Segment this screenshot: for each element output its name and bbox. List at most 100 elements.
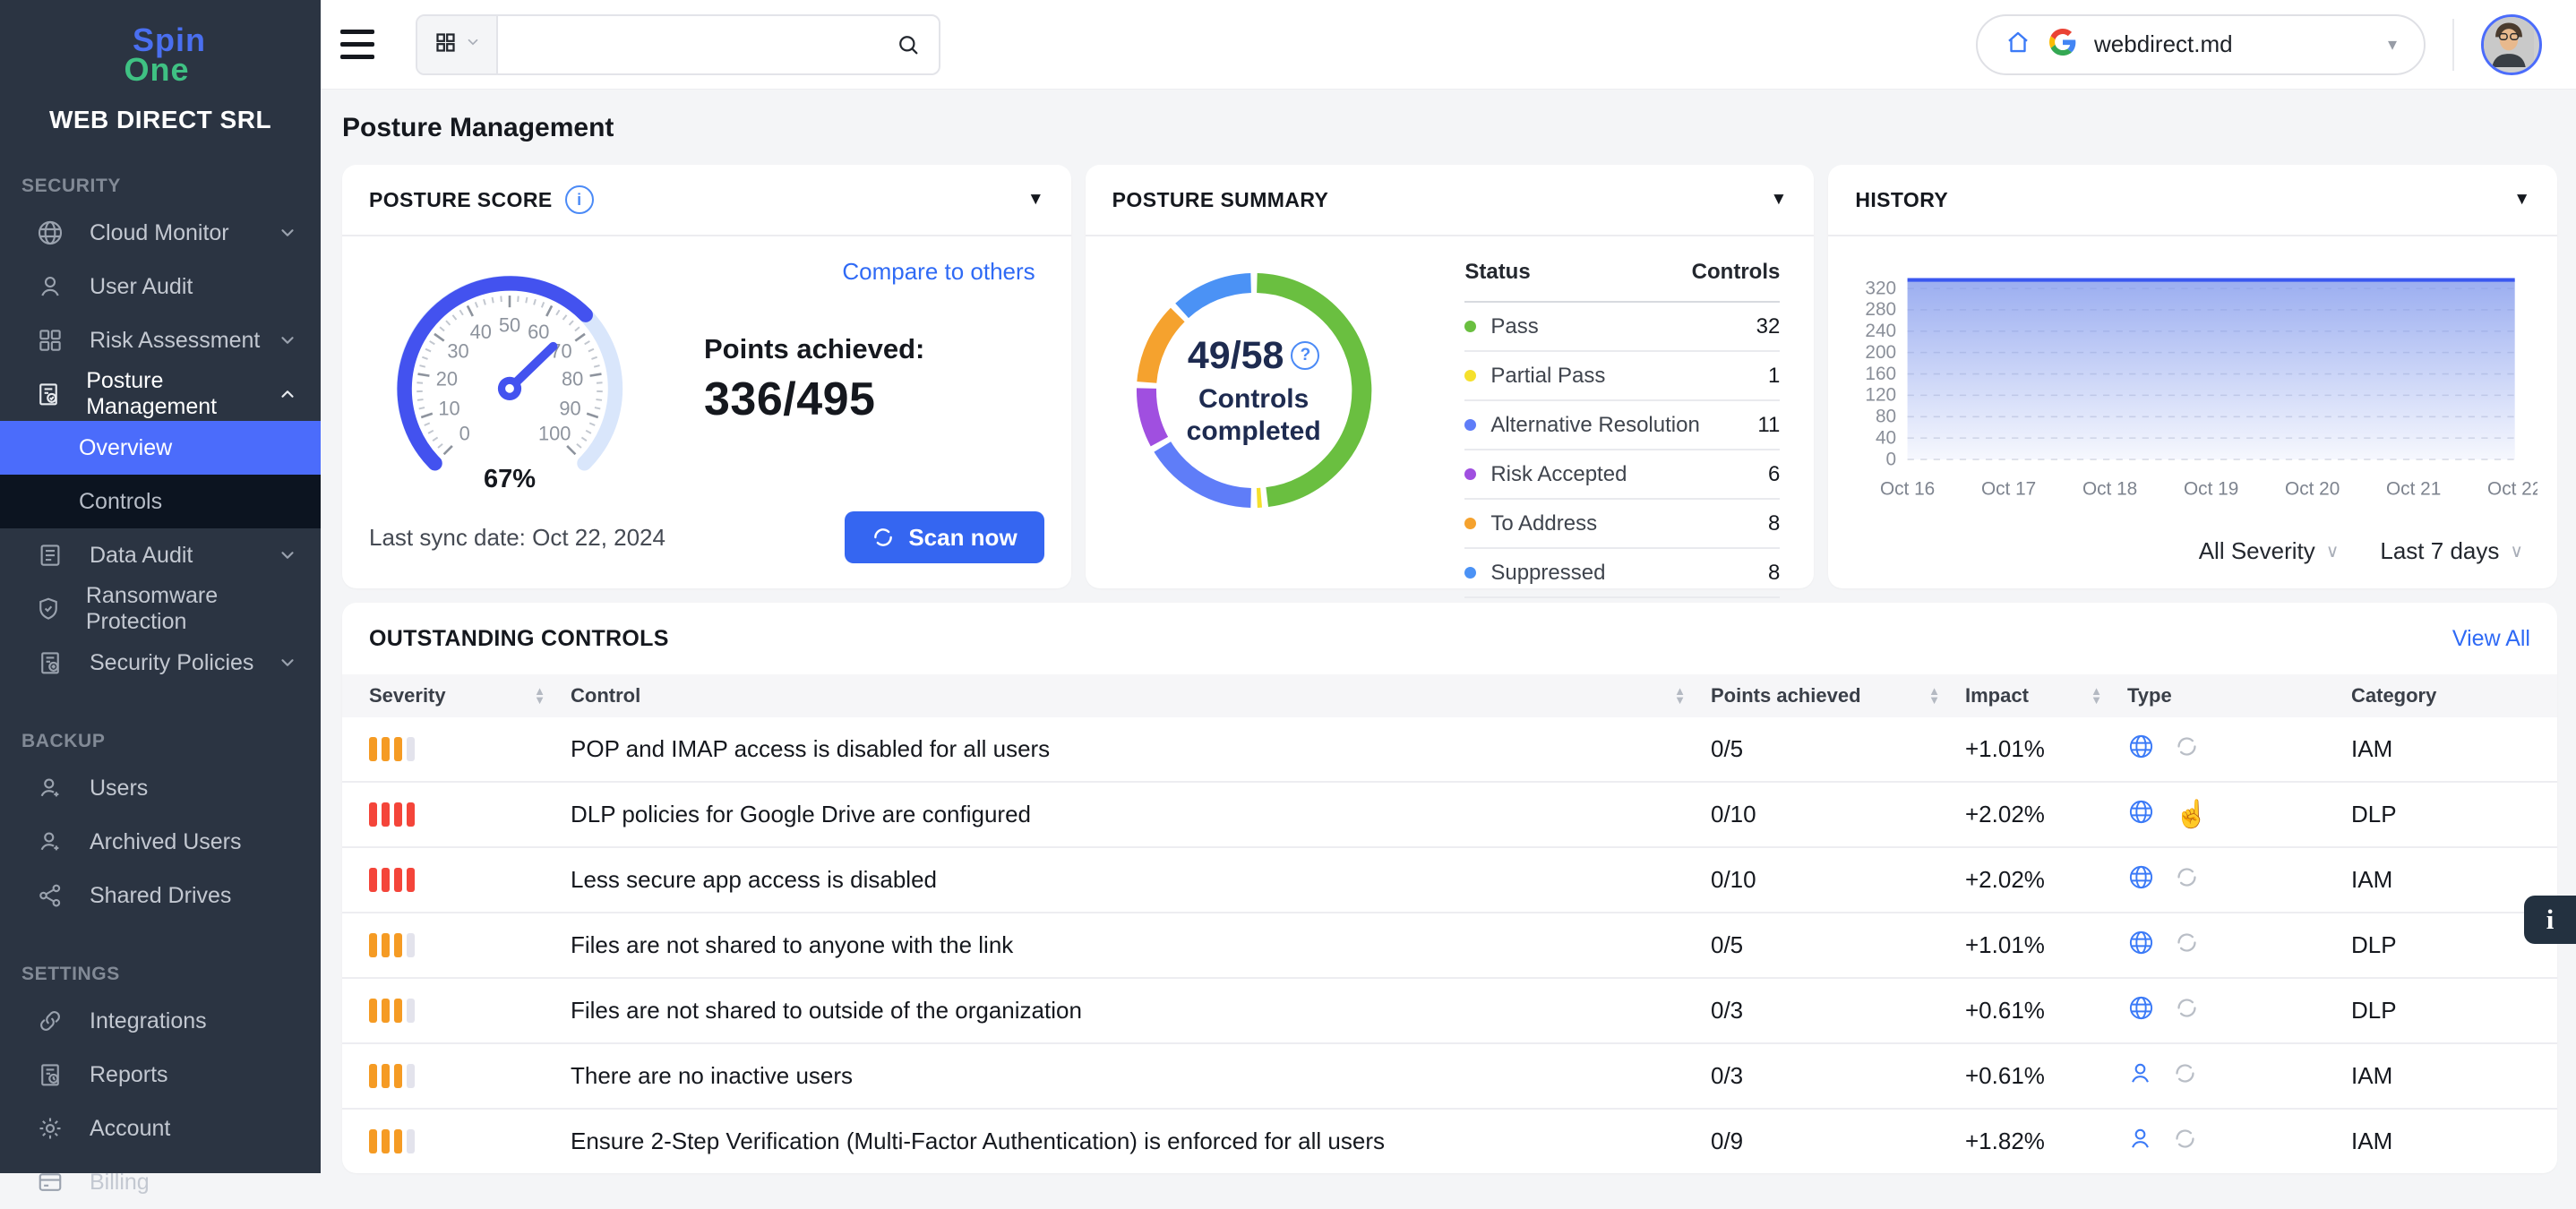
sidebar-item-billing[interactable]: Billing xyxy=(0,1155,321,1209)
table-row[interactable]: POP and IMAP access is disabled for all … xyxy=(342,717,2557,783)
date-range-dropdown[interactable]: Last 7 days∨ xyxy=(2380,537,2523,565)
info-fab-button[interactable]: i xyxy=(2524,896,2576,944)
column-header-control[interactable]: Control▲▼ xyxy=(571,684,1711,707)
severity-bar xyxy=(369,868,377,892)
domain-name: webdirect.md xyxy=(2094,30,2233,58)
domain-selector[interactable]: webdirect.md ▾ xyxy=(1976,14,2426,75)
avatar[interactable] xyxy=(2481,14,2542,75)
status-count: 8 xyxy=(1768,511,1780,536)
svg-text:Oct 21: Oct 21 xyxy=(2386,479,2441,500)
collapse-caret-icon[interactable]: ▼ xyxy=(1771,190,1788,210)
severity-filter-dropdown[interactable]: All Severity∨ xyxy=(2199,537,2340,565)
svg-text:0: 0 xyxy=(1886,449,1897,469)
sidebar-item-reports[interactable]: Reports xyxy=(0,1048,321,1102)
collapse-caret-icon[interactable]: ▼ xyxy=(1027,190,1044,210)
type-cell xyxy=(2127,994,2351,1028)
sidebar-item-overview[interactable]: Overview xyxy=(0,421,321,475)
sync-row: Last sync date: Oct 22, 2024 Scan now xyxy=(369,511,1044,563)
globe-icon xyxy=(2127,994,2155,1028)
table-row[interactable]: Ensure 2-Step Verification (Multi-Factor… xyxy=(342,1110,2557,1173)
chevron-up-icon xyxy=(278,384,297,404)
sort-icon[interactable]: ▲▼ xyxy=(1674,687,1686,705)
sidebar-item-users[interactable]: Users xyxy=(0,761,321,815)
sort-icon[interactable]: ▲▼ xyxy=(2091,687,2102,705)
points-achieved-label: Points achieved: xyxy=(704,333,924,365)
severity-bar xyxy=(407,802,415,827)
sidebar-item-integrations[interactable]: Integrations xyxy=(0,994,321,1048)
sidebar-item-label: Cloud Monitor xyxy=(90,220,229,246)
search-scope-dropdown[interactable] xyxy=(417,16,498,73)
status-label: Risk Accepted xyxy=(1490,462,1627,487)
page-title: Posture Management xyxy=(342,113,2557,143)
control-cell: Less secure app access is disabled xyxy=(571,866,1711,894)
scan-now-button[interactable]: Scan now xyxy=(845,511,1043,563)
controls-completed-label: Controls completed xyxy=(1160,383,1348,448)
severity-cell xyxy=(369,933,571,957)
sidebar-item-ransomware-protection[interactable]: Ransomware Protection xyxy=(0,582,321,636)
sidebar-item-posture-management[interactable]: Posture Management xyxy=(0,367,321,421)
column-header-severity[interactable]: Severity▲▼ xyxy=(369,684,571,707)
status-label: Pass xyxy=(1490,314,1538,339)
severity-bar xyxy=(369,933,377,957)
logo-one-text: One xyxy=(0,55,317,84)
sidebar-item-account[interactable]: Account xyxy=(0,1102,321,1155)
severity-bar xyxy=(394,1064,402,1088)
category-cell: DLP xyxy=(2351,801,2530,828)
sidebar-item-data-audit[interactable]: Data Audit xyxy=(0,528,321,582)
svg-text:Oct 20: Oct 20 xyxy=(2285,479,2340,500)
sidebar-item-controls[interactable]: Controls xyxy=(0,475,321,528)
status-dot xyxy=(1464,321,1476,332)
table-row[interactable]: DLP policies for Google Drive are config… xyxy=(342,783,2557,848)
column-header-points-achieved[interactable]: Points achieved▲▼ xyxy=(1711,684,1965,707)
status-label: Alternative Resolution xyxy=(1490,413,1699,438)
sidebar-item-security-policies[interactable]: Security Policies xyxy=(0,636,321,690)
status-dot xyxy=(1464,468,1476,480)
column-header-impact[interactable]: Impact▲▼ xyxy=(1965,684,2127,707)
compare-to-others-link[interactable]: Compare to others xyxy=(842,258,1035,286)
sync-icon xyxy=(2173,1127,2197,1157)
sort-icon[interactable]: ▲▼ xyxy=(534,687,545,705)
table-row[interactable]: Files are not shared to outside of the o… xyxy=(342,979,2557,1044)
chevron-down-icon xyxy=(278,330,297,350)
table-row[interactable]: Files are not shared to anyone with the … xyxy=(342,913,2557,979)
sidebar-item-archived-users[interactable]: Archived Users xyxy=(0,815,321,869)
svg-text:200: 200 xyxy=(1866,342,1897,363)
outstanding-controls-card: OUTSTANDING CONTROLS View All Severity▲▼… xyxy=(342,603,2557,1173)
home-icon xyxy=(2005,29,2031,60)
topbar-right: webdirect.md ▾ xyxy=(1976,14,2542,75)
user-plus-icon xyxy=(34,772,66,804)
posture-score-title: POSTURE SCORE xyxy=(369,188,553,212)
sidebar-item-label: Shared Drives xyxy=(90,883,231,909)
severity-bar xyxy=(369,737,377,761)
sidebar-item-risk-assessment[interactable]: Risk Assessment xyxy=(0,313,321,367)
history-header: HISTORY ▼ xyxy=(1828,165,2557,236)
type-cell xyxy=(2127,929,2351,963)
donut-center: 49/58 ? Controls completed xyxy=(1120,256,1388,525)
sidebar-subitem-label: Overview xyxy=(79,435,172,461)
severity-bar xyxy=(369,999,377,1023)
collapse-caret-icon[interactable]: ▼ xyxy=(2513,190,2530,210)
sidebar-item-shared-drives[interactable]: Shared Drives xyxy=(0,869,321,922)
search-icon[interactable] xyxy=(878,32,939,57)
svg-text:10: 10 xyxy=(438,397,459,419)
svg-text:280: 280 xyxy=(1866,299,1897,320)
impact-cell: +1.01% xyxy=(1965,735,2127,763)
sync-icon xyxy=(2175,734,2199,765)
help-icon[interactable]: ? xyxy=(1291,341,1319,370)
points-cell: 0/3 xyxy=(1711,1062,1965,1090)
sort-icon[interactable]: ▲▼ xyxy=(1928,687,1940,705)
hamburger-menu-icon[interactable] xyxy=(340,30,374,59)
sidebar-item-user-audit[interactable]: User Audit xyxy=(0,260,321,313)
info-icon[interactable]: i xyxy=(565,185,594,214)
chevron-down-icon xyxy=(278,545,297,565)
svg-text:90: 90 xyxy=(559,397,580,419)
sidebar-item-cloud-monitor[interactable]: Cloud Monitor xyxy=(0,206,321,260)
search-input[interactable] xyxy=(498,16,878,73)
view-all-link[interactable]: View All xyxy=(2452,626,2530,652)
impact-cell: +1.82% xyxy=(1965,1128,2127,1155)
